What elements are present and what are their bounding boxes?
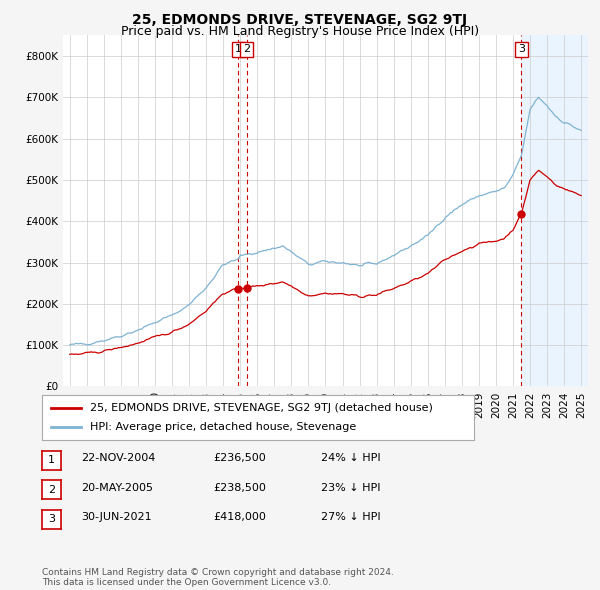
- Text: 30-JUN-2021: 30-JUN-2021: [81, 513, 152, 522]
- Text: Price paid vs. HM Land Registry's House Price Index (HPI): Price paid vs. HM Land Registry's House …: [121, 25, 479, 38]
- Text: 23% ↓ HPI: 23% ↓ HPI: [321, 483, 380, 493]
- Text: £418,000: £418,000: [213, 513, 266, 522]
- Text: 27% ↓ HPI: 27% ↓ HPI: [321, 513, 380, 522]
- Text: 2: 2: [48, 484, 55, 494]
- Text: 20-MAY-2005: 20-MAY-2005: [81, 483, 153, 493]
- Text: £238,500: £238,500: [213, 483, 266, 493]
- Text: 1: 1: [48, 455, 55, 465]
- Text: 22-NOV-2004: 22-NOV-2004: [81, 454, 155, 463]
- Bar: [521, 35, 588, 386]
- Text: 25, EDMONDS DRIVE, STEVENAGE, SG2 9TJ (detached house): 25, EDMONDS DRIVE, STEVENAGE, SG2 9TJ (d…: [89, 403, 433, 412]
- Text: 2: 2: [243, 44, 250, 54]
- Text: Contains HM Land Registry data © Crown copyright and database right 2024.
This d: Contains HM Land Registry data © Crown c…: [42, 568, 394, 587]
- Text: 25, EDMONDS DRIVE, STEVENAGE, SG2 9TJ: 25, EDMONDS DRIVE, STEVENAGE, SG2 9TJ: [133, 13, 467, 27]
- Text: 1: 1: [235, 44, 242, 54]
- Text: 3: 3: [48, 514, 55, 524]
- Text: 3: 3: [518, 44, 525, 54]
- Text: 24% ↓ HPI: 24% ↓ HPI: [321, 454, 380, 463]
- Text: HPI: Average price, detached house, Stevenage: HPI: Average price, detached house, Stev…: [89, 422, 356, 432]
- Text: £236,500: £236,500: [213, 454, 266, 463]
